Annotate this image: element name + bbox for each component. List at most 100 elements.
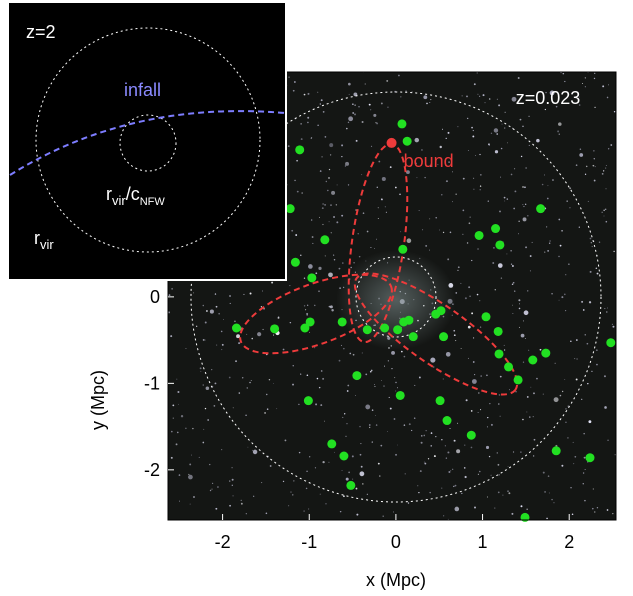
star bbox=[524, 186, 526, 188]
star bbox=[304, 511, 305, 512]
star bbox=[264, 412, 266, 414]
star bbox=[465, 476, 467, 478]
star bbox=[533, 455, 534, 456]
star bbox=[594, 78, 595, 79]
star bbox=[561, 465, 563, 467]
star bbox=[249, 382, 251, 384]
star bbox=[604, 375, 606, 377]
star bbox=[499, 394, 501, 396]
star bbox=[172, 404, 174, 406]
star bbox=[179, 474, 181, 476]
star bbox=[283, 349, 285, 351]
star bbox=[603, 215, 604, 216]
star bbox=[371, 146, 372, 147]
star bbox=[534, 439, 536, 441]
star bbox=[234, 320, 236, 322]
star bbox=[546, 518, 548, 520]
star bbox=[291, 230, 293, 232]
galaxy-point bbox=[291, 258, 300, 267]
star bbox=[191, 455, 192, 456]
x-tick-label: -2 bbox=[215, 532, 231, 552]
star bbox=[604, 406, 607, 409]
star bbox=[428, 458, 429, 459]
star bbox=[370, 371, 372, 373]
figure: z=0.023 x (Mpc) y (Mpc) z=2 infall rvir/… bbox=[0, 0, 633, 596]
star bbox=[558, 219, 560, 221]
star bbox=[441, 194, 442, 195]
star bbox=[251, 380, 252, 381]
star bbox=[590, 271, 592, 273]
star bbox=[440, 146, 442, 148]
galaxy-point bbox=[443, 416, 452, 425]
star bbox=[492, 262, 494, 264]
star bbox=[561, 230, 562, 231]
star bbox=[457, 270, 458, 271]
x-tick-label: 2 bbox=[564, 532, 574, 552]
star bbox=[479, 96, 480, 97]
star bbox=[399, 193, 401, 195]
star bbox=[429, 218, 430, 219]
galaxy-point bbox=[586, 453, 595, 462]
star bbox=[491, 424, 493, 426]
star bbox=[185, 428, 186, 429]
star bbox=[309, 332, 310, 333]
star bbox=[301, 192, 303, 194]
star bbox=[606, 221, 608, 223]
star bbox=[400, 96, 401, 97]
star bbox=[385, 206, 386, 207]
x-tick-label: 1 bbox=[478, 532, 488, 552]
star bbox=[356, 140, 358, 142]
star bbox=[504, 201, 505, 202]
star bbox=[519, 327, 520, 328]
star bbox=[395, 391, 396, 392]
star bbox=[480, 186, 481, 187]
star bbox=[232, 479, 234, 481]
star bbox=[508, 466, 509, 467]
galaxy-point bbox=[491, 224, 500, 233]
star bbox=[488, 143, 490, 145]
star bbox=[188, 475, 193, 480]
star bbox=[576, 339, 578, 341]
star bbox=[318, 267, 321, 270]
galaxy-point bbox=[304, 396, 313, 405]
star bbox=[270, 465, 272, 467]
star bbox=[431, 432, 433, 434]
galaxy-point bbox=[327, 439, 336, 448]
star bbox=[474, 507, 476, 509]
star bbox=[544, 251, 545, 252]
star bbox=[365, 404, 370, 409]
star bbox=[390, 166, 392, 168]
star bbox=[211, 369, 212, 370]
star bbox=[267, 408, 269, 410]
star bbox=[441, 439, 442, 440]
star bbox=[215, 382, 217, 384]
star bbox=[430, 99, 431, 100]
star bbox=[395, 382, 396, 383]
star bbox=[308, 509, 309, 510]
galaxy-point bbox=[521, 513, 530, 522]
star bbox=[523, 362, 524, 363]
star bbox=[328, 272, 333, 277]
star bbox=[514, 168, 515, 169]
star bbox=[549, 493, 550, 494]
star bbox=[374, 384, 375, 385]
star bbox=[336, 221, 338, 223]
star bbox=[477, 248, 478, 249]
galaxy-point bbox=[320, 235, 329, 244]
star bbox=[450, 428, 451, 429]
star bbox=[507, 142, 508, 143]
star bbox=[429, 250, 430, 251]
star bbox=[542, 184, 544, 186]
star bbox=[493, 247, 494, 248]
star bbox=[416, 177, 417, 178]
star bbox=[424, 463, 426, 465]
star bbox=[293, 365, 294, 366]
star bbox=[533, 392, 535, 394]
star bbox=[341, 144, 343, 146]
galaxy-point bbox=[396, 391, 405, 400]
star bbox=[181, 415, 183, 417]
star bbox=[576, 164, 578, 166]
y-axis-label: y (Mpc) bbox=[88, 370, 108, 430]
star bbox=[230, 303, 231, 304]
star bbox=[480, 327, 481, 328]
